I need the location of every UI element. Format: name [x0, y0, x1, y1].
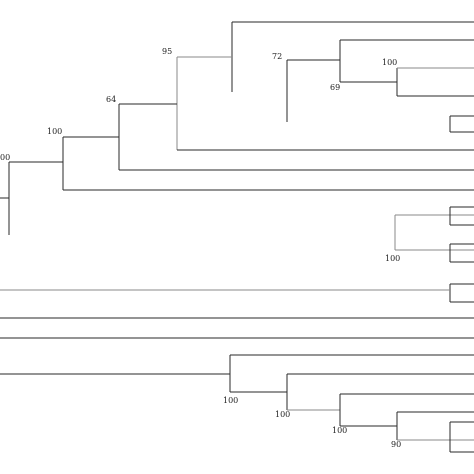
bootstrap-label: 100: [382, 58, 397, 67]
bootstrap-label: 00: [0, 153, 10, 162]
bootstrap-label: 100: [332, 426, 347, 435]
bootstrap-label: 95: [162, 47, 172, 56]
bootstrap-label: 64: [106, 95, 116, 104]
bootstrap-label: 100: [385, 254, 400, 263]
bootstrap-label: 100: [223, 396, 238, 405]
bootstrap-label: 90: [391, 440, 401, 449]
bootstrap-label: 100: [47, 127, 62, 136]
bootstrap-label: 69: [330, 83, 340, 92]
bootstrap-label: 100: [275, 410, 290, 419]
bootstrap-labels: 95 72 100 64 69 100 00 100 100 100 100 9…: [0, 47, 401, 449]
middle-clade: [0, 206, 474, 339]
lower-clade: [0, 354, 474, 453]
bootstrap-label: 72: [272, 52, 282, 61]
upper-clade: [0, 21, 474, 235]
